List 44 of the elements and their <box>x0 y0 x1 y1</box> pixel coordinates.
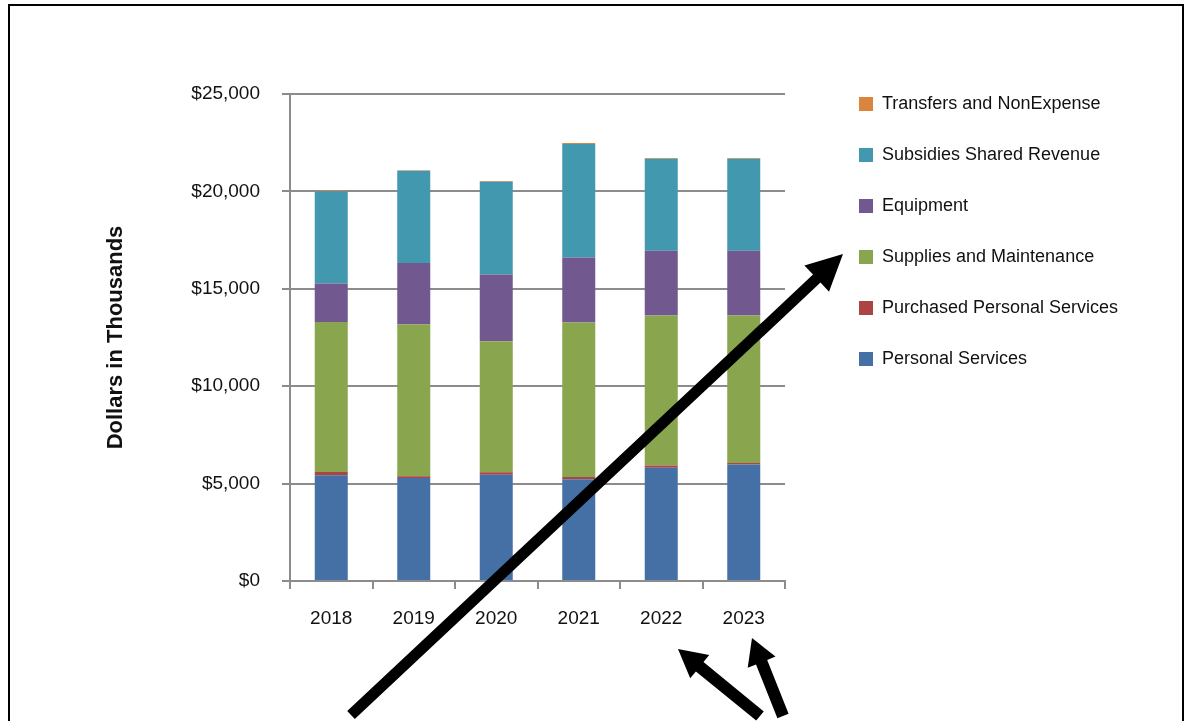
bar <box>479 472 513 475</box>
bar <box>727 464 761 580</box>
x-tick-label: 2018 <box>310 606 353 628</box>
bar <box>644 250 678 316</box>
bar <box>727 250 761 316</box>
bar <box>314 191 348 284</box>
bar <box>562 144 596 258</box>
y-tick-label: $20,000 <box>191 179 260 201</box>
y-tick-label: $10,000 <box>191 374 260 396</box>
legend-label: Equipment <box>882 194 969 215</box>
bar <box>479 474 513 580</box>
bar <box>479 274 513 342</box>
y-tick-label: $25,000 <box>191 82 260 104</box>
legend-label: Transfers and NonExpense <box>882 92 1101 113</box>
bar <box>562 322 596 477</box>
legend-label: Purchased Personal Services <box>882 296 1119 317</box>
bar <box>314 283 348 322</box>
x-tick-label: 2019 <box>392 606 435 628</box>
bar <box>644 315 678 466</box>
y-tick-label: $5,000 <box>201 471 260 493</box>
x-tick-label: 2023 <box>722 606 765 628</box>
bar <box>644 465 678 468</box>
bar <box>479 181 513 275</box>
bar <box>397 324 431 477</box>
x-tick-label: 2022 <box>640 606 683 628</box>
bar <box>314 471 348 476</box>
bar <box>727 158 761 251</box>
x-tick-label: 2021 <box>557 606 600 628</box>
y-tick-label: $0 <box>238 569 260 591</box>
y-axis-title: Dollars in Thousands <box>102 225 128 450</box>
legend-label: Personal Services <box>882 347 1028 368</box>
bar <box>397 262 431 325</box>
bar <box>397 170 431 263</box>
x-tick-label: 2020 <box>475 606 518 628</box>
bar <box>562 257 596 323</box>
bar <box>397 477 431 580</box>
bar <box>644 467 678 580</box>
bar <box>644 158 678 251</box>
bar <box>314 475 348 580</box>
bar <box>479 341 513 473</box>
bar <box>314 321 348 472</box>
legend-label: Supplies and Maintenance <box>882 245 1095 266</box>
legend-label: Subsidies Shared Revenue <box>882 143 1101 164</box>
y-tick-label: $15,000 <box>191 277 260 299</box>
